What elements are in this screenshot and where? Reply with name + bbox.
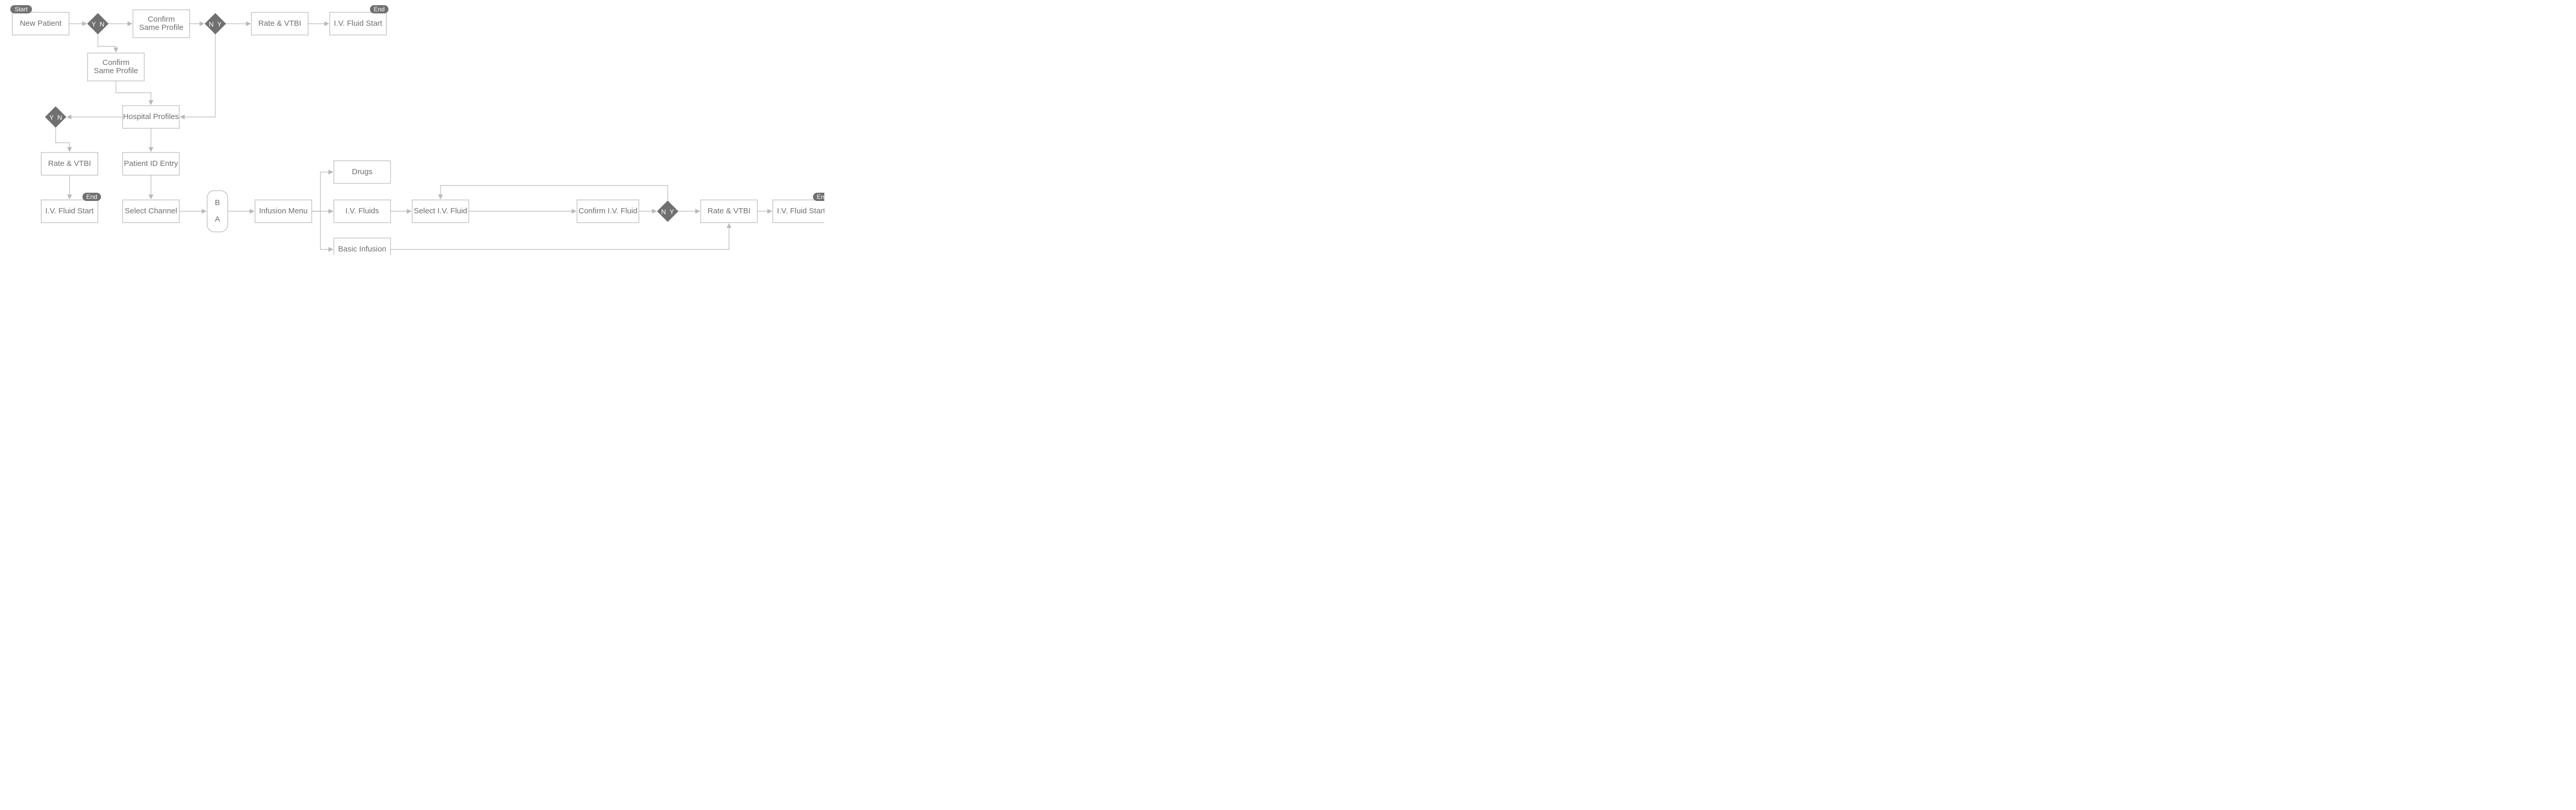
- node-label: Infusion Menu: [259, 207, 308, 215]
- node-hospital: Hospital Profiles: [123, 106, 179, 128]
- node-label: I.V. Fluid Start: [334, 19, 382, 28]
- node-confirm2: ConfirmSame Profile: [88, 53, 144, 81]
- node-label: Select Channel: [125, 207, 177, 215]
- decision-right: N: [99, 20, 104, 28]
- flow-edge: [391, 224, 729, 249]
- node-label: I.V. Fluids: [345, 207, 379, 215]
- flow-edge: [56, 127, 70, 151]
- node-drugs: Drugs: [334, 161, 391, 183]
- pill-end1: End: [370, 5, 388, 13]
- flow-edge: [312, 172, 333, 211]
- node-label: Rate & VTBI: [48, 159, 91, 168]
- decision-left: N: [209, 20, 213, 28]
- pill-label: End: [817, 193, 824, 200]
- channel-top: B: [215, 198, 220, 207]
- node-label: Select I.V. Fluid: [414, 207, 467, 215]
- node-label: New Patient: [20, 19, 62, 28]
- decision-left: Y: [49, 113, 54, 121]
- node-label: Basic Infusion: [338, 245, 386, 254]
- decision-right: N: [57, 113, 62, 121]
- node-label: I.V. Fluid Start: [777, 207, 824, 215]
- flow-edge: [98, 34, 116, 52]
- node-label: Drugs: [352, 167, 372, 176]
- node-label: Rate & VTBI: [707, 207, 750, 215]
- node-d3: YN: [45, 107, 66, 127]
- node-channel_ba: BA: [207, 191, 228, 232]
- node-d4: NY: [657, 201, 678, 222]
- node-d2: NY: [205, 13, 226, 34]
- node-label: Confirm I.V. Fluid: [579, 207, 638, 215]
- node-patientid: Patient ID Entry: [123, 153, 179, 175]
- node-label: Rate & VTBI: [258, 19, 301, 28]
- node-label: Hospital Profiles: [123, 112, 179, 121]
- pill-start: Start: [10, 5, 32, 13]
- node-rate2: Rate & VTBI: [41, 153, 98, 175]
- node-select_fluid: Select I.V. Fluid: [412, 200, 469, 223]
- pill-end3: End: [813, 193, 824, 201]
- node-basic_infusion: Basic Infusion: [334, 238, 391, 255]
- node-ivstart1: I.V. Fluid Start: [330, 12, 386, 35]
- flowchart-canvas: New PatientYNConfirmSame ProfileNYRate &…: [0, 0, 824, 255]
- pill-label: End: [374, 6, 384, 13]
- node-ivstart2: I.V. Fluid Start: [41, 200, 98, 223]
- decision-right: Y: [670, 208, 674, 215]
- node-rate3: Rate & VTBI: [701, 200, 757, 223]
- node-d1: YN: [88, 13, 108, 34]
- node-confirm1: ConfirmSame Profile: [133, 10, 190, 38]
- decision-right: Y: [217, 20, 222, 28]
- node-iv_fluids: I.V. Fluids: [334, 200, 391, 223]
- pill-label: End: [86, 193, 97, 200]
- pill-end2: End: [82, 193, 101, 201]
- nodes-layer: New PatientYNConfirmSame ProfileNYRate &…: [12, 10, 824, 255]
- decision-left: Y: [92, 20, 96, 28]
- decision-left: N: [661, 208, 666, 215]
- pill-label: Start: [14, 6, 28, 13]
- node-new_patient: New Patient: [12, 12, 69, 35]
- node-label: Patient ID Entry: [124, 159, 178, 168]
- channel-bottom: A: [215, 215, 220, 224]
- flow-edge: [312, 211, 333, 249]
- node-rate1: Rate & VTBI: [251, 12, 308, 35]
- flow-edge: [180, 34, 215, 117]
- node-select_channel: Select Channel: [123, 200, 179, 223]
- node-ivstart3: I.V. Fluid Start: [773, 200, 824, 223]
- node-confirm_fluid: Confirm I.V. Fluid: [577, 200, 639, 223]
- flow-edge: [116, 81, 151, 105]
- flow-edge: [440, 185, 668, 201]
- node-label: I.V. Fluid Start: [45, 207, 94, 215]
- node-infusion_menu: Infusion Menu: [255, 200, 312, 223]
